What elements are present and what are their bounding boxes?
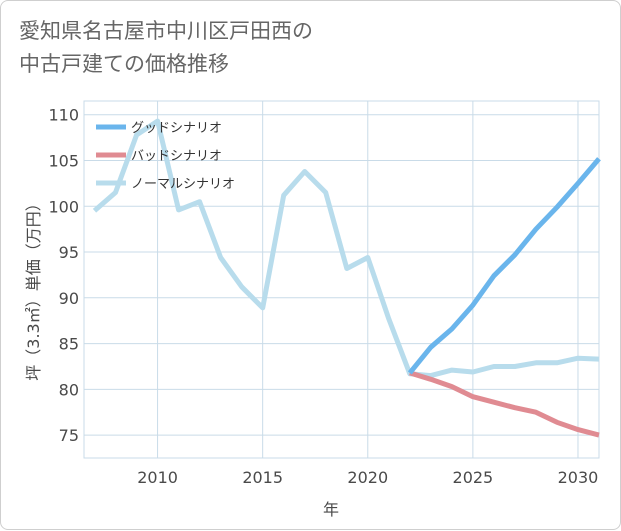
y-tick-label: 105: [48, 152, 79, 171]
chart-title-line-2: 中古戸建ての価格推移: [19, 52, 229, 76]
y-tick-label: 100: [48, 197, 79, 216]
y-tick-label: 80: [59, 380, 79, 399]
y-tick-label: 85: [59, 335, 79, 354]
x-tick-label: 2030: [558, 468, 599, 487]
y-axis-ticks: 75 80 85 90 95 100 105 110: [48, 106, 79, 445]
y-tick-label: 75: [59, 426, 79, 445]
y-tick-label: 95: [59, 243, 79, 262]
grid-lines: [83, 100, 600, 459]
x-tick-label: 2025: [453, 468, 494, 487]
legend-label-1: バッドシナリオ: [131, 149, 222, 164]
x-tick-label: 2015: [242, 468, 283, 487]
y-tick-label: 90: [59, 289, 79, 308]
chart-title: 愛知県名古屋市中川区戸田西の 中古戸建ての価格推移: [19, 15, 313, 81]
y-tick-label: 110: [48, 106, 79, 125]
chart-title-line-1: 愛知県名古屋市中川区戸田西の: [19, 19, 313, 43]
series-lines: [92, 118, 601, 438]
x-axis-ticks: 2010 2015 2020 2025 2030: [137, 468, 598, 487]
series-line-1: [409, 370, 600, 438]
x-tick-label: 2010: [137, 468, 178, 487]
legend-label-2: ノーマルシナリオ: [131, 177, 235, 192]
legend-label-0: グッドシナリオ: [131, 121, 222, 136]
x-tick-label: 2020: [347, 468, 388, 487]
series-line-2: [92, 118, 600, 379]
series-line-0: [407, 157, 601, 375]
y-axis-label: 坪（3.3㎡）単価（万円）: [24, 195, 43, 380]
x-axis-label: 年: [323, 500, 339, 519]
plot-area: [83, 100, 600, 459]
